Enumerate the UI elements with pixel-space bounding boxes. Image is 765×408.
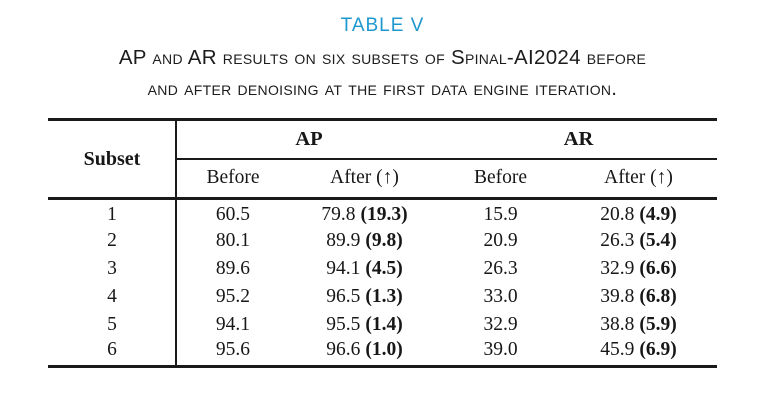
cell-ar-after: 20.8 (4.9) bbox=[561, 199, 717, 227]
cell-ap-after-value: 79.8 bbox=[321, 204, 356, 226]
cell-ar-after-value: 45.9 bbox=[600, 338, 635, 360]
group-header-ar: AR bbox=[440, 119, 717, 160]
cell-ap-after: 95.5 (1.4) bbox=[288, 311, 440, 339]
cell-ap-before: 60.5 bbox=[215, 204, 251, 226]
cell-ar-before: 15.9 bbox=[483, 204, 518, 226]
table-caption: AP and AR results on six subsets of Spin… bbox=[0, 42, 765, 104]
cell-ar-after-delta: (5.9) bbox=[639, 313, 677, 335]
cell-subset: 1 bbox=[48, 198, 178, 227]
cell-ap-after: 96.5 (1.3) bbox=[288, 283, 440, 311]
table-row: 6 95.6 96.6 (1.0) 39.0 45.9 (6.9) bbox=[48, 338, 717, 367]
table-row: 2 80.1 89.9 (9.8) 20.9 26.3 (5.4) bbox=[48, 226, 717, 255]
cell-ar-after: 38.8 (5.9) bbox=[561, 311, 717, 339]
table-body: 1 60.5 79.8 (19.3) 15.9 20.8 (4.9) 2 80.1 … bbox=[48, 198, 717, 367]
cell-ar-after-value: 26.3 bbox=[600, 229, 635, 251]
cell-ap-after-delta: (1.3) bbox=[365, 285, 403, 307]
cell-ap-after: 79.8 (19.3) bbox=[288, 199, 440, 227]
group-header-ap: AP bbox=[176, 119, 441, 160]
cell-ap-after: 96.6 (1.0) bbox=[288, 339, 440, 367]
table-row: 1 60.5 79.8 (19.3) 15.9 20.8 (4.9) bbox=[48, 198, 717, 227]
caption-line-2: and after denoising at the first data en… bbox=[147, 77, 618, 100]
cell-ar-after: 26.3 (5.4) bbox=[561, 227, 717, 255]
cell-subset: 2 bbox=[48, 226, 178, 255]
cell-ap-after: 94.1 (4.5) bbox=[288, 255, 440, 283]
cell-ar-before: 26.3 bbox=[483, 257, 518, 279]
cell-ar-before: 32.9 bbox=[483, 313, 518, 335]
cell-ar-after-value: 32.9 bbox=[600, 257, 635, 279]
cell-ar-after: 45.9 (6.9) bbox=[561, 339, 717, 367]
sub-header-ar-before: Before bbox=[473, 167, 528, 189]
cell-ap-after-value: 95.5 bbox=[326, 313, 361, 335]
cell-ar-before: 39.0 bbox=[483, 338, 518, 360]
cell-subset: 3 bbox=[48, 254, 178, 283]
cell-subset: 5 bbox=[48, 310, 178, 339]
table-row: 3 89.6 94.1 (4.5) 26.3 32.9 (6.6) bbox=[48, 254, 717, 283]
sub-header-ap-after: After (↑) bbox=[330, 167, 399, 189]
cell-ap-before: 95.6 bbox=[215, 338, 251, 360]
cell-ar-before: 20.9 bbox=[483, 229, 518, 251]
cell-ap-after-delta: (4.5) bbox=[365, 257, 403, 279]
cell-ar-after-delta: (6.6) bbox=[639, 257, 677, 279]
cell-ar-after-value: 20.8 bbox=[600, 204, 635, 226]
cell-ar-after-delta: (6.8) bbox=[639, 285, 677, 307]
sub-header-ap-before: Before bbox=[206, 167, 260, 189]
cell-ar-after-delta: (5.4) bbox=[639, 229, 677, 251]
table-row: 4 95.2 96.5 (1.3) 33.0 39.8 (6.8) bbox=[48, 282, 717, 311]
cell-ap-after-value: 96.6 bbox=[326, 338, 361, 360]
cell-ap-after-delta: (19.3) bbox=[360, 204, 408, 226]
cell-ar-before: 33.0 bbox=[483, 285, 518, 307]
cell-ar-after: 32.9 (6.6) bbox=[561, 255, 717, 283]
table-header: Subset AP AR Before After (↑) Before Aft… bbox=[48, 119, 717, 199]
cell-ap-before: 89.6 bbox=[215, 257, 251, 279]
cell-ap-after: 89.9 (9.8) bbox=[288, 227, 440, 255]
cell-ar-after-delta: (6.9) bbox=[639, 338, 677, 360]
results-table: Subset AP AR Before After (↑) Before Aft… bbox=[48, 118, 717, 368]
table-label: TABLE V bbox=[340, 15, 425, 36]
cell-ap-after-delta: (9.8) bbox=[365, 229, 403, 251]
cell-ap-after-value: 89.9 bbox=[326, 229, 361, 251]
cell-ar-after: 39.8 (6.8) bbox=[561, 283, 717, 311]
cell-ar-after-value: 39.8 bbox=[600, 285, 635, 307]
cell-ap-after-delta: (1.4) bbox=[365, 313, 403, 335]
table-row: 5 94.1 95.5 (1.4) 32.9 38.8 (5.9) bbox=[48, 310, 717, 339]
cell-ap-after-value: 96.5 bbox=[326, 285, 361, 307]
sub-header-row: Before After (↑) Before After (↑) bbox=[48, 159, 716, 199]
cell-ar-after-delta: (4.9) bbox=[639, 204, 677, 226]
cell-ap-before: 95.2 bbox=[215, 285, 251, 307]
sub-header-ar-after: After (↑) bbox=[604, 167, 673, 189]
cell-subset: 6 bbox=[48, 338, 178, 367]
caption-line-1: AP and AR results on six subsets of Spin… bbox=[118, 46, 647, 69]
cell-ap-before: 94.1 bbox=[215, 313, 251, 335]
group-header-row: Subset AP AR bbox=[48, 119, 717, 199]
cell-subset: 4 bbox=[48, 282, 178, 311]
col-header-subset: Subset bbox=[48, 119, 178, 199]
cell-ap-after-value: 94.1 bbox=[326, 257, 361, 279]
cell-ap-before: 80.1 bbox=[215, 229, 251, 251]
cell-ap-after-delta: (1.0) bbox=[365, 338, 403, 360]
cell-ar-after-value: 38.8 bbox=[600, 313, 635, 335]
